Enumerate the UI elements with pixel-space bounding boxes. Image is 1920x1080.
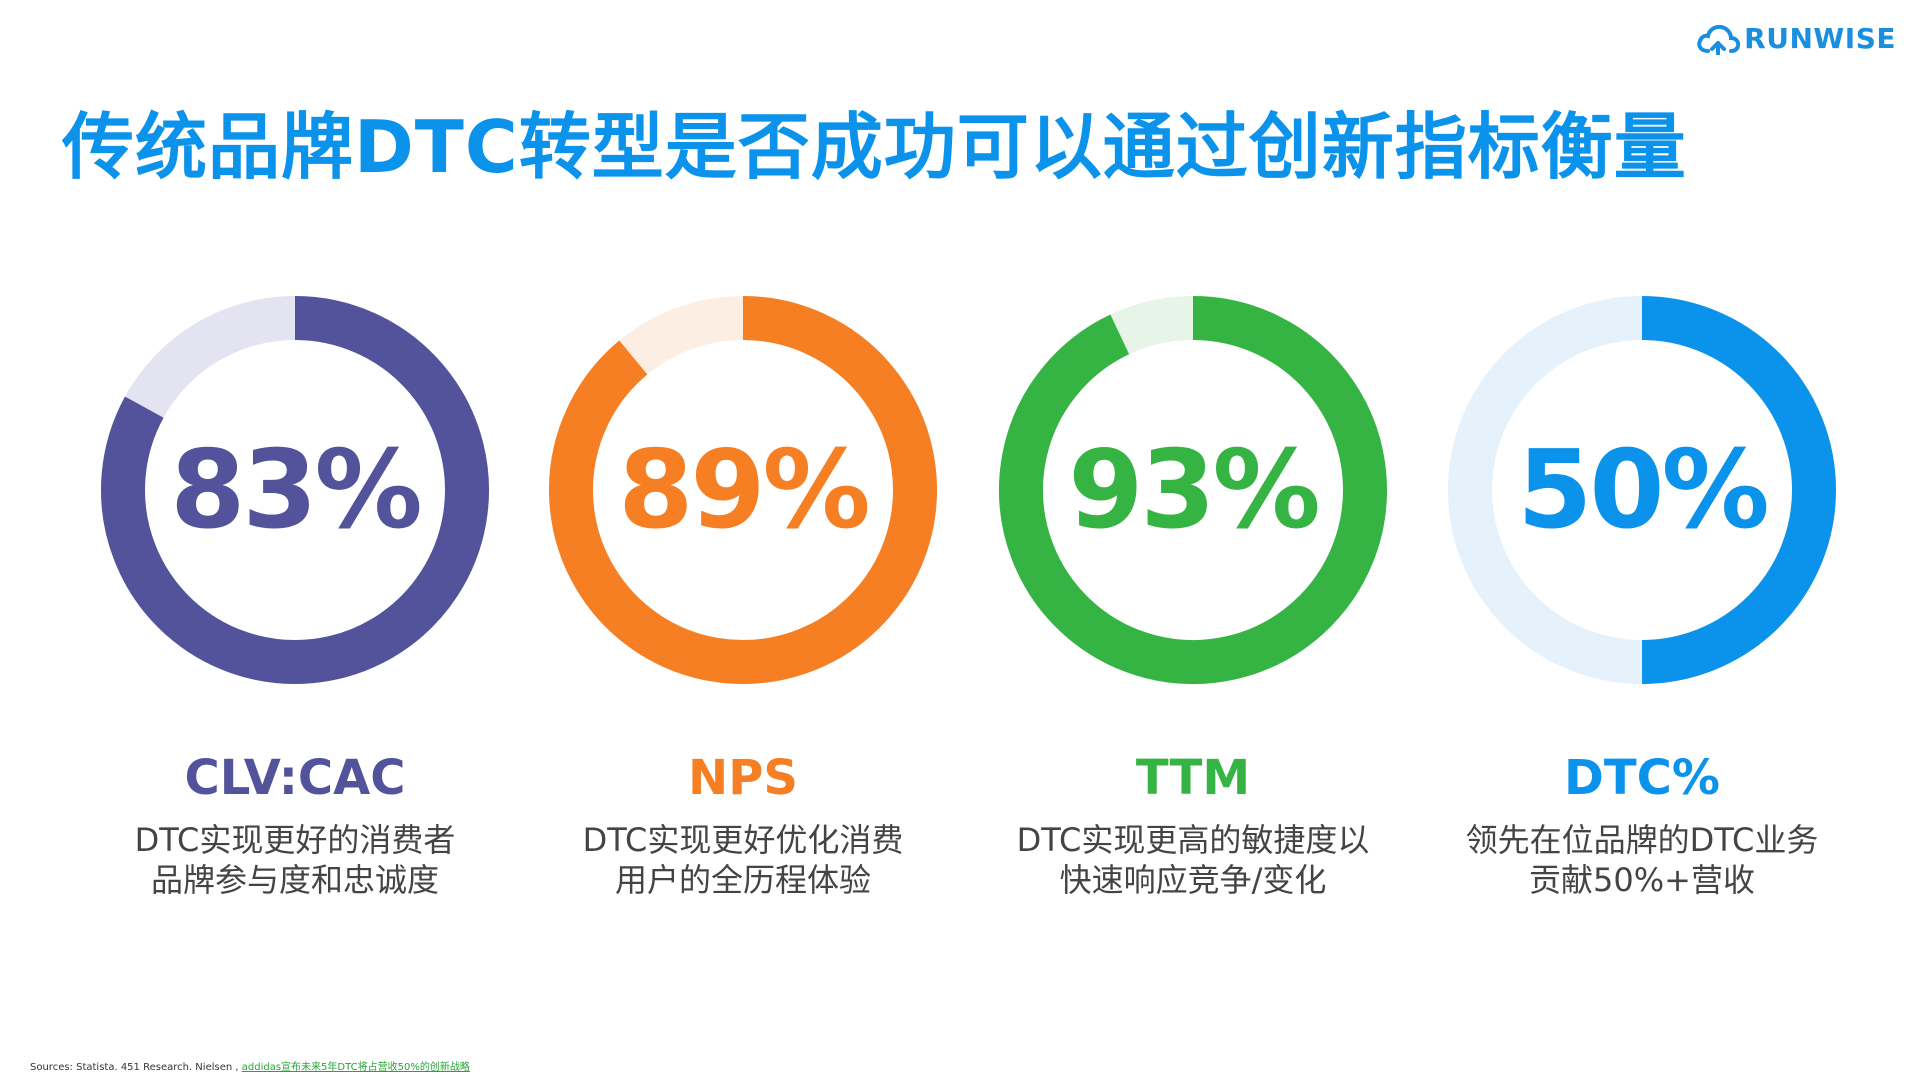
description-line: 用户的全历程体验 [614, 861, 871, 899]
metric-name: CLV:CAC [184, 750, 406, 806]
gauge-0: 83% [95, 290, 495, 690]
description-line: 贡献50%+营收 [1529, 861, 1755, 899]
gauge-1: 89% [543, 290, 943, 690]
gauge-arc [549, 296, 937, 684]
description-line: DTC实现更好优化消费 [582, 821, 904, 859]
gauge-value: 50% [1517, 427, 1770, 553]
sources-footnote: Sources: Statista. 451 Research. Nielsen… [30, 1058, 470, 1073]
gauge-arc [101, 296, 489, 684]
gauge-arc [999, 296, 1387, 684]
gauge-arc [1641, 296, 1837, 684]
page-title: 传统品牌DTC转型是否成功可以通过创新指标衡量 [62, 105, 1687, 189]
description-line: 快速响应竞争/变化 [1059, 861, 1327, 899]
metric-description: 领先在位品牌的DTC业务 贡献50%+营收 [1422, 820, 1862, 900]
gauge-value: 89% [618, 427, 871, 553]
metric-description: DTC实现更好优化消费 用户的全历程体验 [523, 820, 963, 900]
metric-name: NPS [688, 750, 798, 806]
gauge-3: 50% [1442, 290, 1842, 690]
metric-description: DTC实现更好的消费者 品牌参与度和忠诚度 [75, 820, 515, 900]
metric-description: DTC实现更高的敏捷度以 快速响应竞争/变化 [973, 820, 1413, 900]
description-line: 品牌参与度和忠诚度 [150, 861, 439, 899]
gauge-value: 93% [1068, 427, 1321, 553]
gauge-ring-3 [1448, 296, 1837, 684]
donut-gauges: 83% 89% 93% 50% [0, 290, 1920, 710]
logo-text: RUNWISE [1744, 22, 1896, 55]
description-line: DTC实现更好的消费者 [134, 821, 456, 859]
gauge-2: 93% [993, 290, 1393, 690]
gauge-ring-1 [549, 296, 937, 684]
description-line: DTC实现更高的敏捷度以 [1016, 821, 1370, 859]
gauge-ring-2 [999, 296, 1387, 684]
cloud-logo-icon [1697, 24, 1741, 55]
sources-link[interactable]: addidas宣布未来5年DTC将占营收50%的创新战略 [241, 1062, 470, 1073]
metric-name: DTC% [1564, 750, 1720, 806]
sources-text: Sources: Statista. 451 Research. Nielsen… [30, 1062, 239, 1073]
gauge-value: 83% [170, 427, 423, 553]
metric-name: TTM [1135, 750, 1251, 806]
logo: RUNWISE [1696, 22, 1896, 55]
gauge-ring-0 [101, 296, 489, 684]
description-line: 领先在位品牌的DTC业务 [1465, 821, 1819, 859]
